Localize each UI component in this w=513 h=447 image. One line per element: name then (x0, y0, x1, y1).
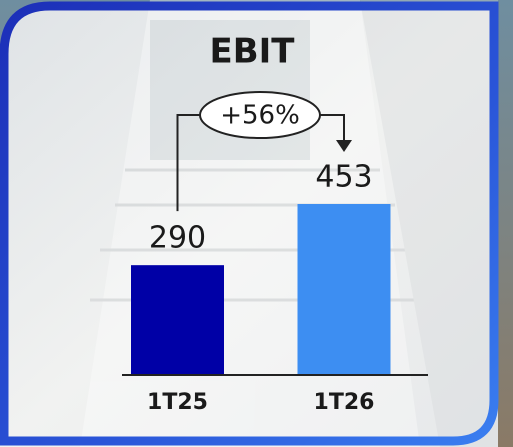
annotation-connector (320, 114, 345, 142)
x-tick-label: 1T25 (147, 390, 208, 415)
annotation-bubble (199, 91, 321, 139)
x-tick-label: 1T26 (314, 390, 375, 415)
bar (131, 265, 224, 374)
bar (297, 204, 391, 374)
data-label: 290 (149, 221, 206, 256)
chart-title: EBIT (210, 32, 296, 72)
data-label: 453 (315, 160, 372, 195)
frame (0, 1, 499, 446)
annotation-arrow (336, 140, 352, 152)
annotation: +56% (220, 101, 300, 131)
annotation-connector (176, 114, 200, 212)
